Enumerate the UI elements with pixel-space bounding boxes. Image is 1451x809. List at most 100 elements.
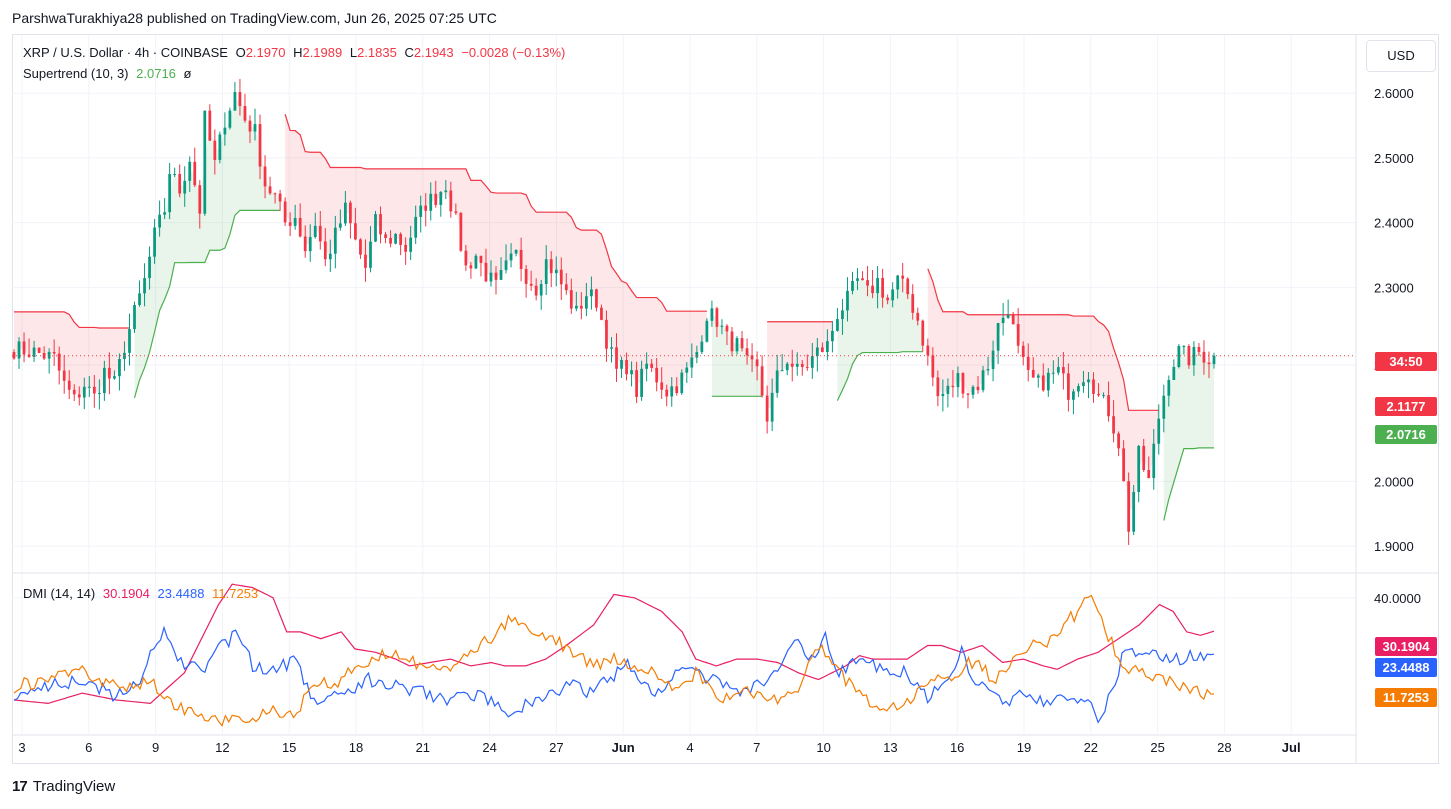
candle-body bbox=[650, 363, 654, 368]
supertrend-fill-area bbox=[927, 268, 1159, 512]
time-tick-label: 9 bbox=[152, 740, 159, 755]
candle-body bbox=[981, 370, 985, 391]
publisher-line: ParshwaTurakhiya28 published on TradingV… bbox=[12, 10, 497, 26]
candle-body bbox=[519, 249, 523, 270]
candle-body bbox=[1112, 416, 1115, 434]
candle-body bbox=[680, 372, 684, 394]
candle-body bbox=[27, 354, 31, 357]
candle-body bbox=[138, 293, 141, 305]
candle-body bbox=[479, 255, 483, 263]
candle-body bbox=[1162, 395, 1166, 419]
candle-body bbox=[509, 253, 513, 261]
candle-body bbox=[489, 272, 493, 282]
candle-body bbox=[795, 363, 799, 367]
candle-body bbox=[710, 308, 714, 321]
candle-body bbox=[504, 260, 508, 271]
price-axis-ticks: 2.60002.50002.40002.30002.18002.00001.90… bbox=[1374, 86, 1421, 606]
supertrend-up-line bbox=[836, 351, 923, 401]
open-value: 2.1970 bbox=[245, 45, 286, 60]
supertrend-lines bbox=[14, 114, 1214, 521]
dmi-label: DMI (14, 14) bbox=[23, 586, 96, 601]
time-tick-label: 24 bbox=[482, 740, 496, 755]
candle-body bbox=[590, 289, 593, 297]
candle-body bbox=[288, 222, 292, 226]
currency-button[interactable]: USD bbox=[1366, 40, 1436, 72]
candle-body bbox=[585, 296, 588, 309]
candle-body bbox=[1147, 469, 1151, 479]
candle-body bbox=[419, 205, 423, 217]
candle-body bbox=[1102, 395, 1105, 397]
candle-body bbox=[856, 278, 859, 281]
candle-body bbox=[92, 386, 96, 394]
adx-badge: 30.1904 bbox=[1375, 637, 1437, 656]
dmi-legend[interactable]: DMI (14, 14) 30.1904 23.4488 11.7253 bbox=[23, 586, 262, 601]
candle-body bbox=[916, 312, 920, 321]
supertrend-down-line bbox=[284, 114, 707, 312]
candle-body bbox=[600, 307, 603, 320]
candle-body bbox=[640, 368, 643, 397]
supertrend-down-badge: 2.1177 bbox=[1375, 397, 1437, 416]
candle-body bbox=[534, 285, 538, 296]
candle-body bbox=[685, 367, 689, 373]
candle-body bbox=[67, 380, 71, 390]
time-tick-label: 21 bbox=[416, 740, 430, 755]
candle-body bbox=[168, 174, 172, 213]
candle-body bbox=[248, 120, 252, 132]
supertrend-fill-area bbox=[1163, 346, 1214, 521]
candle-body bbox=[851, 280, 854, 291]
candle-body bbox=[1056, 367, 1060, 373]
candle-body bbox=[951, 385, 955, 388]
candle-body bbox=[886, 297, 890, 301]
candle-body bbox=[434, 193, 438, 205]
supertrend-fill-area bbox=[711, 314, 763, 397]
time-tick-label: 19 bbox=[1017, 740, 1031, 755]
supertrend-fill-area bbox=[837, 277, 923, 401]
time-tick-label: 25 bbox=[1150, 740, 1164, 755]
candle-body bbox=[494, 272, 498, 280]
countdown-badge: 34:50 bbox=[1375, 352, 1437, 371]
candle-body bbox=[700, 341, 704, 353]
price-tick-label: 2.6000 bbox=[1374, 86, 1414, 101]
candle-body bbox=[881, 278, 884, 298]
candle-body bbox=[620, 360, 623, 369]
candle-body bbox=[283, 201, 287, 223]
candle-body bbox=[1021, 345, 1025, 357]
candle-body bbox=[861, 278, 864, 281]
candle-body bbox=[198, 185, 202, 214]
candle-body bbox=[349, 202, 352, 224]
supertrend-legend[interactable]: Supertrend (10, 3) 2.0716 ø bbox=[23, 66, 195, 81]
candle-body bbox=[1011, 314, 1015, 325]
candle-body bbox=[148, 256, 151, 279]
candle-body bbox=[328, 253, 332, 260]
candle-body bbox=[369, 241, 372, 268]
candle-body bbox=[399, 233, 402, 245]
candle-body bbox=[720, 325, 724, 327]
candle-body bbox=[208, 110, 212, 141]
candle-body bbox=[82, 386, 86, 398]
time-tick-label: 15 bbox=[282, 740, 296, 755]
candle-body bbox=[1092, 379, 1095, 394]
dmi-minus-value: 11.7253 bbox=[212, 586, 259, 601]
supertrend-down-line bbox=[927, 268, 1159, 411]
candle-body bbox=[630, 370, 633, 375]
candle-body bbox=[359, 239, 362, 255]
symbol-title: XRP / U.S. Dollar · 4h · COINBASE bbox=[23, 45, 228, 60]
adx-line bbox=[13, 583, 1215, 705]
candle-body bbox=[1051, 372, 1055, 374]
candle-body bbox=[1036, 375, 1040, 378]
brand-name: TradingView bbox=[32, 778, 116, 795]
candle-body bbox=[1157, 418, 1161, 444]
candle-body bbox=[1182, 346, 1186, 348]
supertrend-up-line bbox=[1163, 447, 1214, 521]
candle-body bbox=[424, 205, 428, 211]
hidden-eye-icon[interactable]: ø bbox=[183, 66, 192, 81]
supertrend-value: 2.0716 bbox=[136, 66, 176, 81]
candle-body bbox=[228, 110, 232, 128]
candle-body bbox=[318, 225, 322, 242]
candle-body bbox=[820, 347, 824, 352]
candle-body bbox=[12, 352, 16, 359]
candle-body bbox=[564, 284, 568, 291]
candle-body bbox=[87, 386, 91, 388]
footer[interactable]: 17 TradingView bbox=[12, 778, 115, 795]
